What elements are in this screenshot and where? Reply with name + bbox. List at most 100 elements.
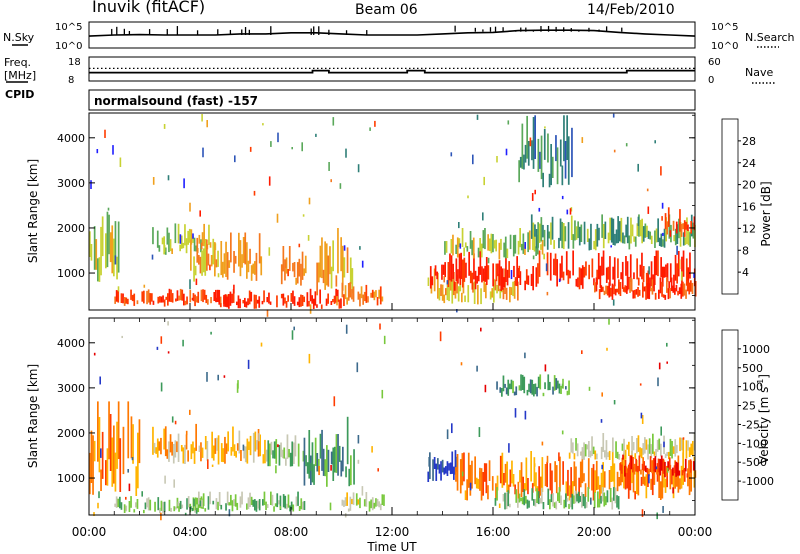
velocity-echo-cell: [114, 452, 117, 492]
velocity-echo-cell: [637, 469, 640, 496]
velocity-echo-cell: [671, 469, 673, 485]
power-echo-cell: [500, 266, 502, 291]
power-echo-cell: [228, 294, 230, 309]
velocity-sparse-echo: [666, 361, 668, 364]
freq-panel-frame: [88, 56, 696, 82]
power-echo-cell: [430, 285, 433, 294]
power-echo-cell: [650, 287, 652, 292]
velocity-sparse-echo: [206, 372, 208, 382]
velocity-echo-cell: [511, 460, 513, 484]
power-echo-cell: [204, 239, 207, 246]
power-echo-cell: [514, 277, 517, 286]
power-echo-cell: [484, 228, 486, 250]
velocity-echo-cell: [274, 503, 277, 507]
power-echo-cell: [660, 233, 663, 247]
velocity-echo-cell: [659, 481, 662, 500]
power-echo-cell: [602, 250, 605, 276]
power-colorbar-tick-label: 8: [742, 244, 749, 257]
velocity-echo-cell: [522, 476, 524, 492]
power-echo-cell: [343, 257, 346, 278]
velocity-echo-cell: [222, 448, 225, 463]
velocity-echo-cell: [664, 461, 666, 478]
velocity-sparse-echo: [439, 331, 442, 342]
date-title: 14/Feb/2010: [587, 2, 675, 18]
velocity-sparse-echo: [125, 496, 127, 500]
power-echo-cell: [242, 237, 245, 264]
velocity-echo-cell: [192, 441, 194, 454]
velocity-echo-cell: [211, 431, 213, 459]
power-echo-cell: [630, 217, 632, 244]
velocity-echo-cell: [316, 453, 319, 472]
velocity-echo-cell: [244, 446, 247, 463]
power-echo-cell: [143, 290, 145, 304]
velocity-echo-cell: [531, 483, 534, 493]
power-echo-cell: [567, 222, 570, 249]
velocity-echo-cell: [602, 433, 605, 452]
power-echo-cell: [477, 284, 479, 305]
velocity-echo-cell: [631, 436, 633, 456]
velocity-echo-cell: [674, 460, 676, 489]
velocity-echo-cell: [505, 387, 508, 395]
velocity-sparse-echo: [258, 433, 260, 442]
power-echo-cell: [336, 289, 339, 302]
velocity-echo-cell: [569, 497, 572, 508]
power-echo-cell: [616, 288, 619, 293]
power-echo-cell: [300, 263, 302, 286]
power-echo-cell: [578, 267, 581, 290]
velocity-echo-cell: [308, 430, 311, 479]
power-echo-cell: [303, 268, 305, 276]
velocity-echo-cell: [266, 504, 269, 508]
power-echo-cell: [621, 261, 624, 289]
power-echo-cell: [175, 298, 177, 302]
velocity-echo-cell: [539, 476, 542, 496]
velocity-sparse-echo: [279, 506, 282, 510]
power-echo-cell: [548, 173, 551, 188]
power-sparse-echo: [581, 137, 584, 144]
power-echo-cell: [376, 297, 379, 306]
power-echo-cell: [562, 271, 565, 281]
velocity-echo-cell: [592, 446, 595, 455]
power-sparse-echo: [566, 209, 569, 215]
velocity-colorbar-tick-label: -1000: [742, 475, 774, 488]
power-sparse-echo: [612, 113, 615, 118]
power-echo-cell: [287, 295, 289, 302]
velocity-echo-cell: [550, 494, 553, 503]
velocity-echo-cell: [98, 417, 101, 473]
velocity-colorbar-tick-label: -500: [742, 456, 767, 469]
power-echo-cell: [550, 144, 552, 186]
power-sparse-echo: [660, 166, 662, 176]
power-echo-cell: [598, 289, 601, 300]
velocity-echo-cell: [676, 462, 679, 476]
velocity-sparse-echo: [622, 454, 624, 460]
power-echo-cell: [649, 231, 651, 240]
velocity-echo-cell: [306, 462, 309, 474]
power-echo-cell: [524, 280, 526, 291]
power-sparse-echo: [262, 123, 264, 126]
velocity-echo-cell: [682, 452, 684, 485]
velocity-echo-cell: [163, 428, 165, 450]
power-echo-cell: [245, 301, 248, 308]
power-sparse-echo: [268, 176, 271, 186]
velocity-sparse-echo: [171, 416, 174, 423]
velocity-echo-cell: [265, 449, 268, 462]
power-echo-cell: [578, 226, 581, 246]
velocity-sparse-echo: [469, 482, 472, 491]
velocity-sparse-echo: [446, 429, 449, 440]
velocity-echo-cell: [303, 501, 306, 510]
velocity-echo-cell: [563, 499, 566, 509]
velocity-echo-cell: [488, 460, 491, 481]
velocity-echo-cell: [597, 491, 599, 508]
velocity-echo-cell: [187, 450, 189, 462]
power-echo-cell: [677, 251, 680, 277]
velocity-echo-cell: [459, 459, 462, 494]
power-sparse-echo: [191, 297, 194, 301]
velocity-echo-cell: [132, 424, 134, 464]
velocity-sparse-echo: [177, 501, 180, 507]
velocity-sparse-echo: [121, 335, 123, 339]
power-echo-cell: [680, 223, 683, 237]
power-ytick-label: 4000: [57, 132, 85, 145]
power-echo-cell: [634, 236, 637, 247]
velocity-echo-cell: [647, 444, 649, 460]
power-echo-cell: [456, 237, 459, 258]
velocity-echo-cell: [597, 476, 600, 490]
